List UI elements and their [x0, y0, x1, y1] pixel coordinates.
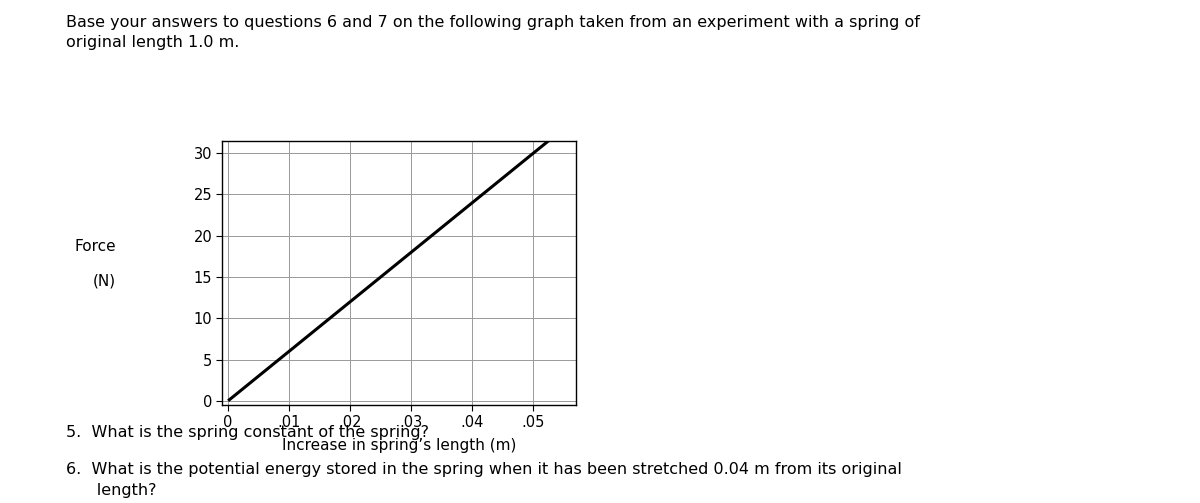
- Text: Base your answers to questions 6 and 7 on the following graph taken from an expe: Base your answers to questions 6 and 7 o…: [66, 15, 920, 50]
- Text: 5.  What is the spring constant of the spring?: 5. What is the spring constant of the sp…: [66, 425, 430, 440]
- Text: Force: Force: [74, 239, 115, 254]
- Text: 6.  What is the potential energy stored in the spring when it has been stretched: 6. What is the potential energy stored i…: [66, 462, 902, 498]
- Text: (N): (N): [92, 273, 115, 288]
- X-axis label: Increase in spring’s length (m): Increase in spring’s length (m): [282, 438, 516, 453]
